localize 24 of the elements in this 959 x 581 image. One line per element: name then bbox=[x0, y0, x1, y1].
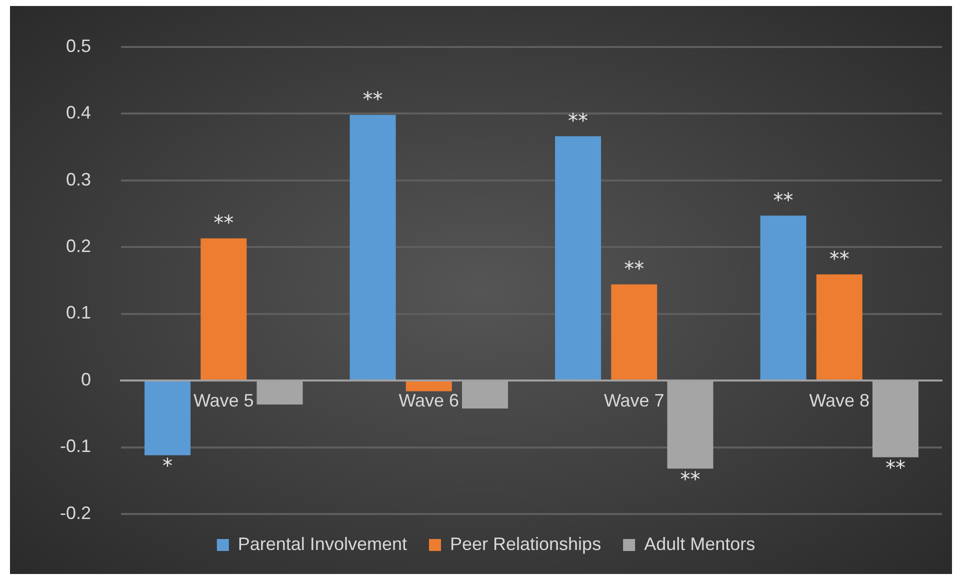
data-label: ** bbox=[680, 466, 700, 491]
y-tick-label: 0.1 bbox=[66, 302, 92, 323]
legend-label: Adult Mentors bbox=[644, 534, 756, 554]
x-tick-label: Wave 8 bbox=[809, 390, 870, 410]
data-label: ** bbox=[885, 455, 906, 480]
data-label: ** bbox=[829, 246, 850, 271]
y-tick-label: 0.4 bbox=[66, 102, 92, 123]
y-tick-label: 0.3 bbox=[66, 169, 92, 190]
data-label: ** bbox=[362, 87, 383, 112]
legend-label: Parental Involvement bbox=[238, 534, 407, 554]
data-label: ** bbox=[568, 108, 588, 132]
x-tick-label: Wave 7 bbox=[604, 390, 664, 410]
data-label: * bbox=[162, 453, 173, 478]
x-tick-label: Wave 5 bbox=[193, 390, 254, 410]
x-tick-label: Wave 6 bbox=[398, 390, 460, 410]
y-tick-label: -0.1 bbox=[60, 436, 92, 456]
y-tick-label: -0.2 bbox=[60, 502, 92, 523]
legend-label: Peer Relationships bbox=[450, 534, 602, 554]
y-tick-label: 0 bbox=[81, 369, 92, 390]
y-tick-label: 0.5 bbox=[66, 36, 92, 56]
y-tick-label: 0.2 bbox=[66, 236, 92, 256]
data-label: ** bbox=[773, 188, 794, 212]
data-label: ** bbox=[624, 256, 644, 281]
data-label: ** bbox=[214, 210, 234, 235]
